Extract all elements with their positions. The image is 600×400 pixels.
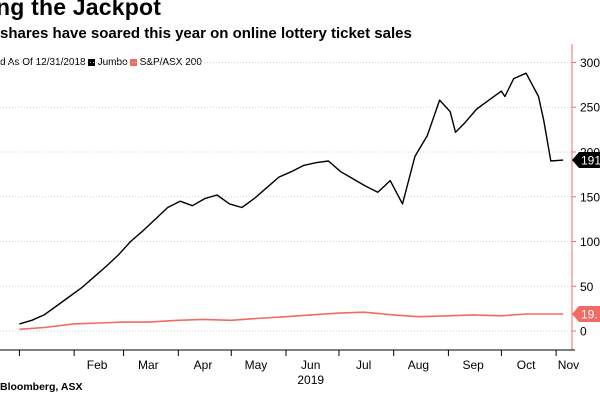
- x-tick-label-oct: Oct: [517, 358, 536, 372]
- series-line-jumbo: [19, 72, 564, 325]
- series-line-asx: [19, 311, 564, 331]
- x-tick-label-feb: Feb: [87, 358, 108, 372]
- legend-swatch-asx: [129, 59, 137, 66]
- y-tick-label-50: 50: [580, 280, 594, 294]
- y-tick-label-250: 250: [580, 101, 600, 115]
- legend-item-asx: S&P/ASX 200: [128, 57, 202, 68]
- last-value-jumbo-box: [572, 152, 600, 169]
- x-year-label: 2019: [297, 373, 324, 387]
- x-tick-label-aug: Aug: [408, 358, 429, 372]
- x-tick-label-may: May: [245, 358, 268, 372]
- x-tick-label-mar: Mar: [138, 358, 159, 372]
- x-tick-label-sep: Sep: [462, 358, 484, 372]
- chart-title: ng the Jackpot: [0, 0, 162, 20]
- x-tick-label-jun: Jun: [301, 358, 320, 372]
- x-tick-label-nov: Nov: [558, 358, 579, 372]
- x-tick-label-jul: Jul: [356, 358, 371, 372]
- legend-label-jumbo: Jumbo: [97, 57, 128, 68]
- chart-subtitle: shares have soared this year on online l…: [0, 25, 412, 42]
- last-value-jumbo-text: 191: [581, 154, 600, 168]
- legend-item-jumbo: Jumbo: [86, 57, 128, 68]
- y-tick-label-100: 100: [580, 235, 600, 249]
- legend-swatch-jumbo: [87, 59, 95, 66]
- y-tick-label-150: 150: [580, 190, 600, 204]
- y-tick-label-0: 0: [580, 325, 587, 339]
- last-value-asx-text: 19.: [581, 308, 598, 322]
- last-value-asx-box: [572, 306, 600, 323]
- source-note: Bloomberg, ASX: [0, 381, 83, 393]
- legend-label-asx: S&P/ASX 200: [139, 57, 202, 68]
- y-tick-label-300: 300: [580, 56, 600, 70]
- x-tick-label-apr: Apr: [194, 358, 213, 372]
